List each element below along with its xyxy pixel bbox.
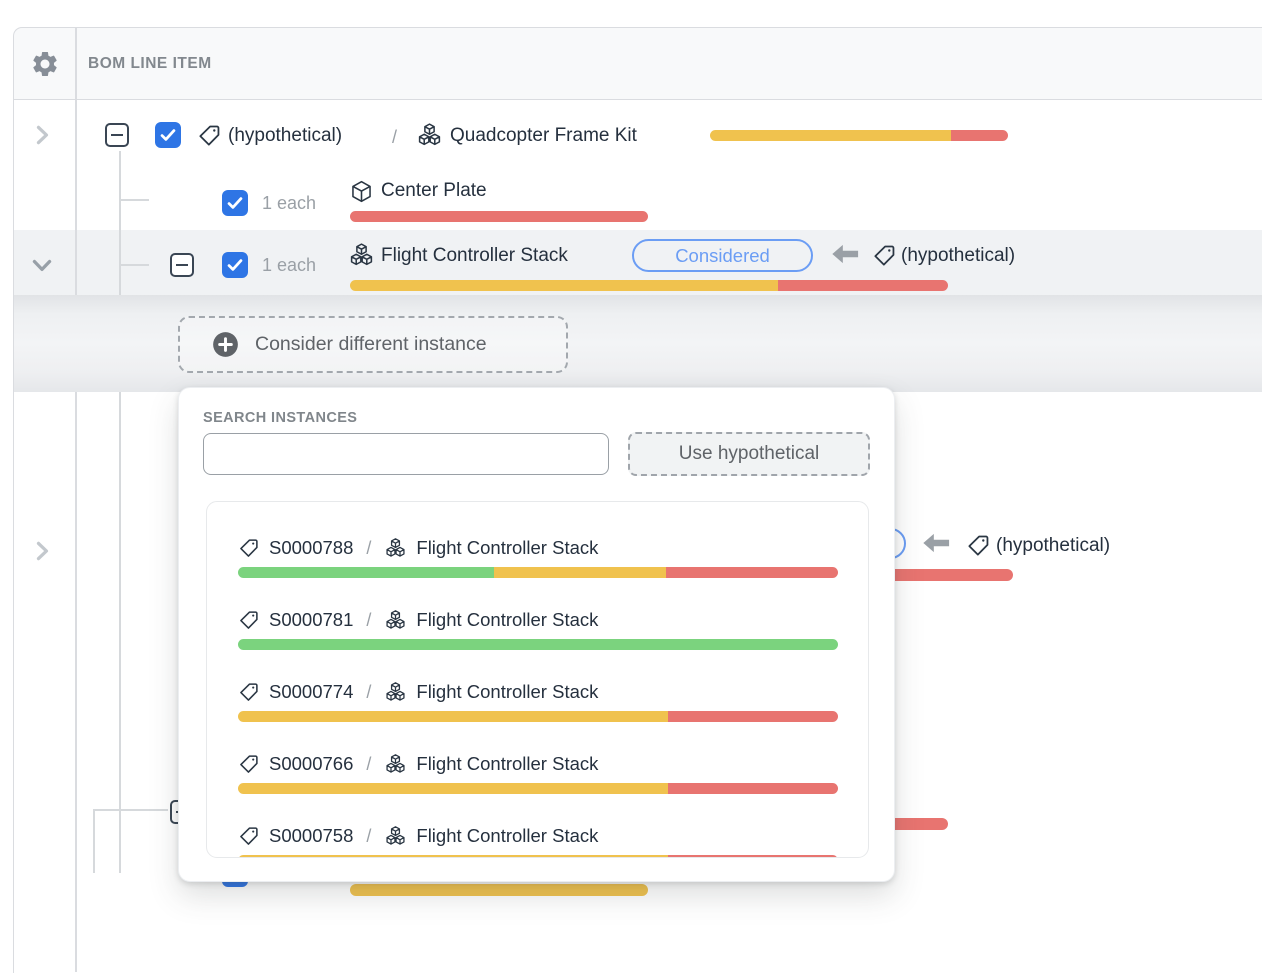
- source-tag-label: (hypothetical): [901, 245, 1016, 266]
- tree-connector-branch: [119, 199, 149, 201]
- tag-icon: [238, 609, 260, 631]
- gutter-column-divider: [75, 28, 77, 972]
- plus-circle-icon: [212, 331, 239, 358]
- path-separator: /: [366, 537, 372, 558]
- search-instances-label: SEARCH INSTANCES: [203, 410, 358, 426]
- assembly-icon: [384, 681, 407, 704]
- instance-part-name: Flight Controller Stack: [416, 825, 599, 846]
- tag-icon: [238, 537, 260, 559]
- status-bar: [861, 569, 1013, 581]
- row-checkbox[interactable]: [155, 122, 181, 148]
- status-bar: [350, 211, 648, 222]
- instance-list-item[interactable]: S0000781 / Flight Controller Stack: [207, 598, 868, 670]
- tag-icon: [197, 123, 222, 148]
- path-separator: /: [392, 126, 398, 147]
- status-bar: [238, 855, 838, 857]
- quantity-label: 1 each: [262, 254, 317, 275]
- collapse-node-button[interactable]: [170, 253, 194, 277]
- status-bar: [350, 280, 948, 291]
- instance-list-item[interactable]: S0000788 / Flight Controller Stack: [207, 526, 868, 598]
- source-tag-label: (hypothetical): [996, 535, 1111, 556]
- path-separator: /: [366, 825, 372, 846]
- assembly-icon: [384, 609, 407, 632]
- bom-column-header: BOM LINE ITEM: [88, 54, 212, 72]
- assembly-icon: [348, 242, 375, 269]
- assembly-icon: [384, 537, 407, 560]
- instance-part-name: Flight Controller Stack: [416, 609, 599, 630]
- search-instances-input[interactable]: [203, 433, 609, 475]
- chevron-down-icon[interactable]: [28, 251, 56, 284]
- tag-icon: [238, 681, 260, 703]
- tree-connector-vertical: [119, 392, 121, 873]
- table-header-background: [13, 28, 1262, 100]
- tree-connector-vertical: [93, 809, 95, 873]
- instance-list-item[interactable]: S0000758 / Flight Controller Stack: [207, 814, 868, 857]
- consider-different-instance-button[interactable]: Consider different instance: [178, 316, 568, 373]
- path-separator: /: [366, 609, 372, 630]
- instance-part-name: Flight Controller Stack: [416, 753, 599, 774]
- row-checkbox[interactable]: [222, 252, 248, 278]
- considered-badge[interactable]: Considered: [632, 239, 813, 272]
- row-part-name: Quadcopter Frame Kit: [450, 125, 637, 146]
- status-bar: [238, 711, 838, 722]
- path-separator: /: [366, 681, 372, 702]
- instance-results-card: S0000788 / Flight Controller Stack S0000…: [206, 501, 869, 858]
- part-box-icon: [349, 179, 374, 204]
- tree-connector-branch: [119, 264, 149, 266]
- tree-connector-vertical: [119, 151, 121, 295]
- instance-id: S0000774: [269, 681, 354, 702]
- instance-picker-popover: SEARCH INSTANCES Use hypothetical S00007…: [178, 387, 895, 882]
- row-checkbox[interactable]: [222, 190, 248, 216]
- path-separator: /: [366, 753, 372, 774]
- tag-icon: [872, 243, 897, 268]
- chevron-right-icon[interactable]: [28, 537, 56, 570]
- row-tag-label: (hypothetical): [228, 125, 343, 146]
- status-bar: [710, 130, 1008, 141]
- quantity-label: 1 each: [262, 192, 317, 213]
- instance-part-name: Flight Controller Stack: [416, 681, 599, 702]
- instance-id: S0000788: [269, 537, 354, 558]
- tag-icon: [238, 825, 260, 847]
- instance-id: S0000758: [269, 825, 354, 846]
- chevron-right-icon[interactable]: [28, 121, 56, 154]
- arrow-left-icon: [921, 531, 951, 555]
- status-bar: [238, 783, 838, 794]
- status-bar: [238, 567, 838, 578]
- instance-list-item[interactable]: S0000774 / Flight Controller Stack: [207, 670, 868, 742]
- collapse-node-button[interactable]: [105, 123, 129, 147]
- instance-id: S0000781: [269, 609, 354, 630]
- row-part-name: Flight Controller Stack: [381, 245, 568, 266]
- tag-icon: [238, 753, 260, 775]
- assembly-icon: [416, 122, 443, 149]
- assembly-icon: [384, 825, 407, 848]
- instance-part-name: Flight Controller Stack: [416, 537, 599, 558]
- instance-list-item[interactable]: S0000766 / Flight Controller Stack: [207, 742, 868, 814]
- tag-icon: [966, 533, 991, 558]
- gear-icon[interactable]: [30, 49, 60, 79]
- instance-id: S0000766: [269, 753, 354, 774]
- status-bar: [238, 639, 838, 650]
- row-part-name: Center Plate: [381, 180, 487, 201]
- use-hypothetical-label: Use hypothetical: [678, 443, 820, 464]
- status-bar: [350, 884, 648, 896]
- arrow-left-icon: [830, 242, 860, 266]
- header-divider: [13, 99, 1262, 100]
- consider-button-label: Consider different instance: [255, 333, 487, 355]
- tree-connector-branch: [93, 809, 168, 811]
- use-hypothetical-button[interactable]: Use hypothetical: [628, 432, 870, 476]
- assembly-icon: [384, 753, 407, 776]
